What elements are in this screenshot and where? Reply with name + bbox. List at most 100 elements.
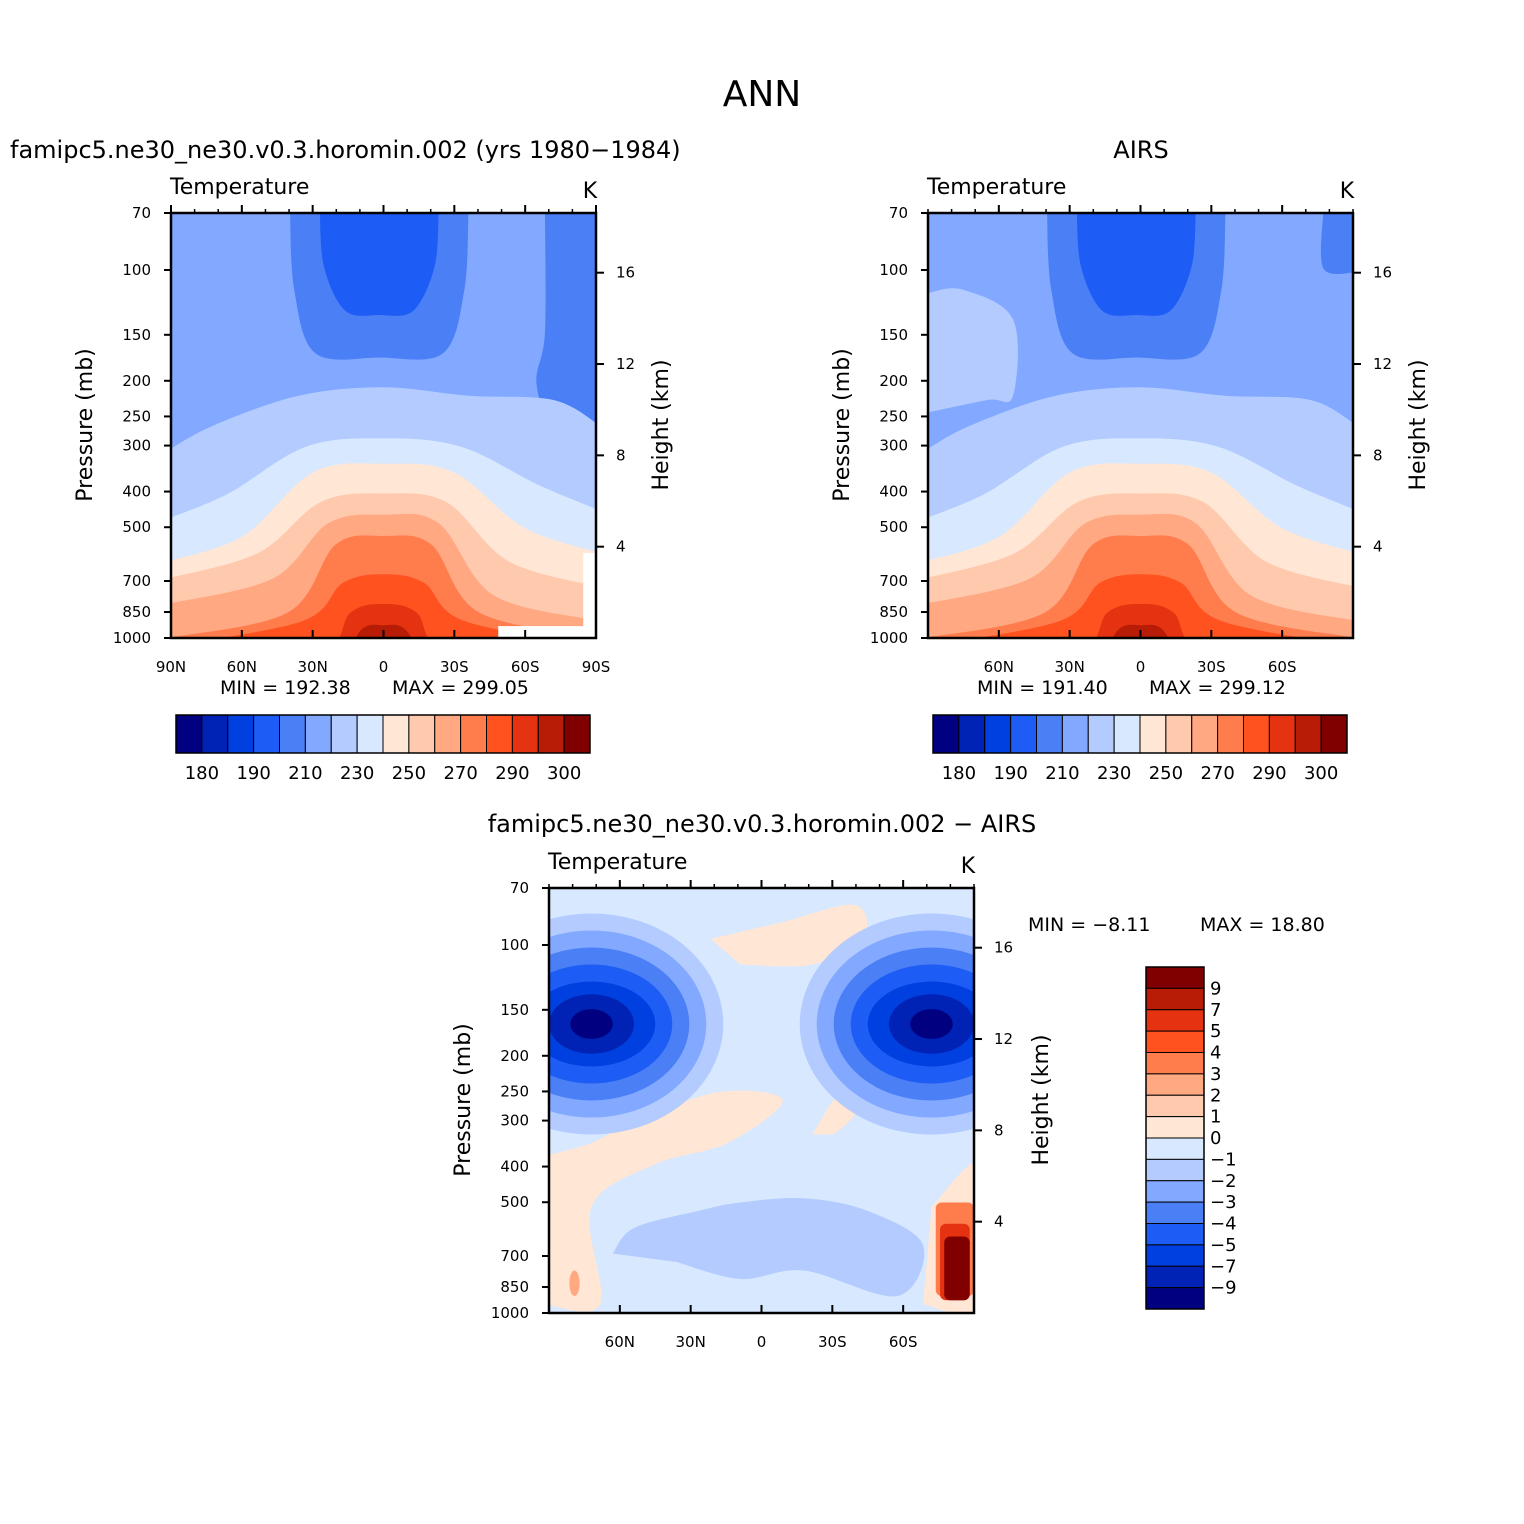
colorbar-label: 270: [443, 763, 477, 784]
colorbar-box: [1145, 1158, 1205, 1182]
colorbar-box: [1010, 714, 1037, 754]
diff-units: K: [961, 854, 976, 879]
y-tick-label: 70: [889, 204, 908, 222]
obs-units: K: [1340, 179, 1355, 204]
colorbar-label: 230: [1097, 763, 1131, 784]
x-tick-label: 60S: [889, 1333, 918, 1351]
colorbar-frame: [1145, 966, 1205, 1310]
colorbar-label: −4: [1210, 1214, 1237, 1235]
x-tick-label: 60N: [605, 1333, 635, 1351]
y-tick-label: 70: [132, 204, 151, 222]
colorbar-box: [1320, 714, 1348, 754]
y-tick-label: 1000: [491, 1304, 529, 1322]
y-tick-label: 500: [500, 1193, 529, 1211]
colorbar-box: [1145, 1265, 1205, 1289]
y2-tick-label: 16: [616, 264, 635, 282]
y-tick-label: 300: [122, 437, 151, 455]
colorbar-frame: [175, 714, 591, 754]
colorbar-label: 210: [288, 763, 322, 784]
colorbar-box: [1145, 1116, 1205, 1139]
obs-min: MIN = 191.40: [977, 677, 1108, 699]
model-units: K: [583, 179, 598, 204]
colorbar-box: [1145, 1073, 1205, 1096]
obs-ylabel-right: Height (km): [1406, 359, 1431, 490]
contour-band: [338, 604, 429, 638]
colorbar-label: −7: [1210, 1256, 1237, 1277]
colorbar-label: −5: [1210, 1235, 1237, 1256]
y-tick-label: 400: [122, 483, 151, 501]
obs-max: MAX = 299.12: [1149, 677, 1286, 699]
y-tick-label: 250: [500, 1082, 529, 1100]
y2-tick-label: 4: [994, 1213, 1004, 1231]
colorbar-label: −1: [1210, 1149, 1237, 1170]
colorbar-label: 300: [547, 763, 581, 784]
colorbar-box: [1268, 714, 1296, 754]
model-panel-title: famipc5.ne30_ne30.v0.3.horomin.002 (yrs …: [10, 136, 681, 164]
colorbar-box: [1145, 987, 1205, 1011]
colorbar-box: [253, 714, 280, 754]
y-tick-label: 100: [122, 261, 151, 279]
colorbar-frame: [932, 714, 1348, 754]
colorbar-label: 300: [1304, 763, 1338, 784]
colorbar-box: [958, 714, 986, 754]
colorbar-label: 180: [942, 763, 976, 784]
colorbar-label: 7: [1210, 1000, 1221, 1021]
colorbar-box: [1036, 714, 1063, 754]
x-tick-label: 30N: [1055, 658, 1085, 676]
diff-min: MIN = −8.11: [1028, 914, 1150, 936]
colorbar-box: [1145, 1094, 1205, 1118]
colorbar-box: [1145, 966, 1205, 989]
y2-tick-label: 4: [616, 538, 626, 556]
colorbar-label: −9: [1210, 1278, 1237, 1299]
obs-panel-title: AIRS: [1113, 136, 1168, 164]
x-tick-label: 0: [757, 1333, 767, 1351]
diff-max: MAX = 18.80: [1200, 914, 1325, 936]
colorbar-box: [932, 714, 960, 754]
diff-left-label: Temperature: [547, 850, 687, 875]
colorbar-label: 5: [1210, 1021, 1221, 1042]
y-tick-label: 700: [500, 1247, 529, 1265]
contour-fill: [549, 888, 974, 1313]
diff-ylabel-right: Height (km): [1029, 1034, 1054, 1165]
y-tick-label: 1000: [870, 629, 908, 647]
contour-band: [1076, 213, 1196, 316]
y-tick-label: 1000: [113, 629, 151, 647]
y-tick-label: 200: [122, 372, 151, 390]
y-tick-label: 150: [879, 326, 908, 344]
contour-band: [910, 1009, 953, 1039]
colorbar-box: [227, 714, 255, 754]
y-tick-label: 100: [500, 936, 529, 954]
contour-band: [710, 904, 868, 967]
y-tick-label: 300: [879, 437, 908, 455]
model-ylabel: Pressure (mb): [73, 348, 98, 502]
colorbar-box: [1145, 1223, 1205, 1246]
colorbar-label: 180: [185, 763, 219, 784]
x-tick-label: 30S: [818, 1333, 847, 1351]
y2-tick-label: 8: [616, 446, 626, 464]
x-tick-label: 60S: [511, 658, 540, 676]
colorbar-box: [1165, 714, 1193, 754]
colorbar-box: [1145, 1030, 1205, 1053]
colorbar-box: [1087, 714, 1115, 754]
y-tick-label: 100: [879, 261, 908, 279]
colorbar-box: [1113, 714, 1141, 754]
y2-tick-label: 16: [994, 939, 1013, 957]
colorbar-label: 4: [1210, 1043, 1221, 1064]
y2-tick-label: 8: [1373, 446, 1383, 464]
colorbar-box: [434, 714, 462, 754]
y2-tick-label: 12: [1373, 355, 1392, 373]
x-tick-label: 30N: [676, 1333, 706, 1351]
colorbar-box: [201, 714, 229, 754]
colorbar-label: 250: [392, 763, 426, 784]
colorbar-box: [1145, 1287, 1205, 1310]
colorbar-label: 250: [1149, 763, 1183, 784]
colorbar-box: [356, 714, 384, 754]
contour-band: [536, 213, 596, 434]
x-tick-label: 30S: [1197, 658, 1226, 676]
colorbar-box: [1145, 1009, 1205, 1032]
y-tick-label: 850: [122, 603, 151, 621]
x-tick-label: 30S: [440, 658, 469, 676]
colorbar-box: [1145, 1244, 1205, 1267]
y-tick-label: 500: [879, 518, 908, 536]
colorbar-label: 9: [1210, 978, 1221, 999]
